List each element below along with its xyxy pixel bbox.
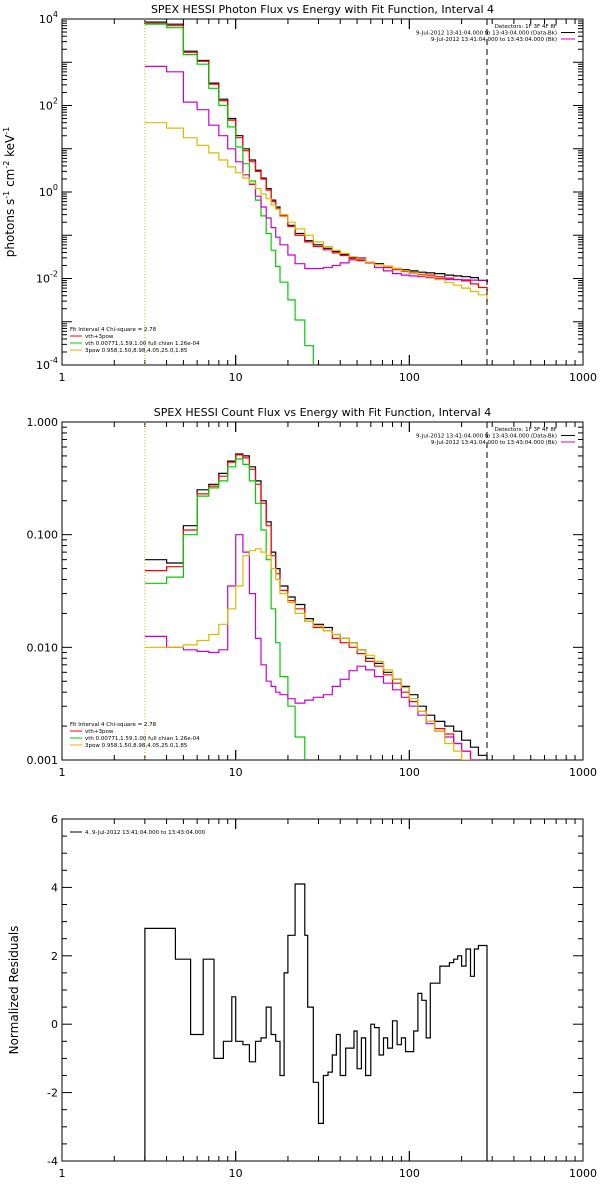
x-tick-label: 100 bbox=[399, 1167, 420, 1180]
y-tick-label: 102 bbox=[39, 97, 58, 113]
y-tick-base: 2 bbox=[51, 950, 58, 963]
legend-left-entry: vth+3pow bbox=[85, 729, 114, 735]
y-tick-exponent: 4 bbox=[53, 10, 58, 19]
x-tick-label: 1 bbox=[59, 371, 66, 384]
photon-series-line bbox=[145, 24, 488, 290]
y-axis-label-part: -2 bbox=[2, 161, 11, 169]
photon-series-line bbox=[145, 22, 488, 282]
spex-figure: SPEX HESSI Photon Flux vs Energy with Fi… bbox=[0, 0, 600, 1200]
y-tick-base: 0 bbox=[51, 1018, 58, 1031]
legend-left-entry: vth 0.00771,1.59,1.00 full chian 1.26e-0… bbox=[85, 736, 200, 742]
legend-left-entry: Fit Interval 4 Chi-square = 2.78 bbox=[70, 327, 157, 333]
y-tick-base: 10 bbox=[39, 13, 53, 26]
y-tick-label: 1.000 bbox=[27, 416, 59, 429]
y-axis-label-part: -1 bbox=[2, 191, 11, 199]
residuals-y-axis-label: Normalized Residuals bbox=[7, 926, 21, 1055]
y-tick-base: -4 bbox=[47, 1155, 58, 1168]
legend-left-entry: vth+3pow bbox=[85, 334, 114, 340]
photon-y-axis-label: photons s-1 cm-2 keV-1 bbox=[2, 127, 17, 258]
x-tick-label: 1000 bbox=[569, 371, 597, 384]
legend-right-entry: 9-Jul-2012 13:41:04.000 to 13:43:04.000 … bbox=[431, 37, 557, 43]
y-tick-label: 6 bbox=[51, 813, 58, 826]
legend-right-entry: 9-Jul-2012 13:41:04.000 to 13:43:04.000 … bbox=[431, 440, 557, 446]
y-tick-exponent: -2 bbox=[50, 270, 58, 279]
y-tick-label: 10-2 bbox=[36, 270, 58, 286]
y-tick-base: 1.000 bbox=[27, 416, 59, 429]
y-tick-label: 104 bbox=[39, 10, 58, 26]
y-tick-exponent: 0 bbox=[53, 183, 58, 192]
y-tick-label: 0 bbox=[51, 1018, 58, 1031]
legend-right-entry: 9-Jul-2012 13:41:04.000 to 13:43:04.000 … bbox=[416, 31, 557, 37]
x-tick-label: 1 bbox=[59, 1167, 66, 1180]
y-tick-base: 0.010 bbox=[27, 641, 59, 654]
x-tick-label: 100 bbox=[399, 766, 420, 779]
residuals-plot-frame bbox=[62, 819, 583, 1161]
x-tick-label: 1000 bbox=[569, 1167, 597, 1180]
count-title: SPEX HESSI Count Flux vs Energy with Fit… bbox=[154, 406, 491, 419]
legend-left-entry: 3pow 0.958,1.50,8.98,4.05,25.0,1.85 bbox=[85, 348, 188, 354]
count-series-line bbox=[145, 455, 488, 771]
y-axis-label-part: keV bbox=[3, 134, 17, 161]
y-tick-exponent: -4 bbox=[50, 356, 58, 365]
photon-series-line bbox=[145, 123, 488, 301]
y-tick-base: 4 bbox=[51, 881, 58, 894]
legend-left-entry: 3pow 0.958,1.50,8.98,4.05,25.0,1.85 bbox=[85, 743, 188, 749]
y-tick-base: -2 bbox=[47, 1087, 58, 1100]
y-tick-base: 10 bbox=[39, 186, 53, 199]
y-tick-base: 6 bbox=[51, 813, 58, 826]
legend-right-entry: Detectors: 1F 3F 4F 8F bbox=[495, 427, 557, 433]
y-tick-label: 10-4 bbox=[36, 356, 58, 372]
residuals-series-line bbox=[145, 884, 487, 1161]
residuals-panel: 1 10 100 1000 -4 -2 0 2 4 6 Normalized Residuals 4.… bbox=[7, 813, 597, 1180]
legend-left-entry: Fit Interval 4 Chi-square = 2.78 bbox=[70, 722, 157, 728]
x-tick-label: 1000 bbox=[569, 766, 597, 779]
count-panel: SPEX HESSI Count Flux vs Energy with Fit… bbox=[27, 406, 598, 805]
legend-left-entry: vth 0.00771,1.59,1.00 full chian 1.26e-0… bbox=[85, 341, 200, 347]
legend-left-entry: 4. 9-Jul-2012 13:41:04.000 to 13:43:04.0… bbox=[85, 830, 206, 836]
y-axis-label-part: -1 bbox=[2, 127, 11, 135]
photon-plot-frame bbox=[62, 19, 583, 365]
y-tick-base: 10 bbox=[36, 359, 50, 372]
y-tick-label: 0.010 bbox=[27, 641, 59, 654]
y-tick-label: 0.001 bbox=[27, 754, 59, 767]
y-tick-base: 10 bbox=[39, 100, 53, 113]
x-tick-label: 10 bbox=[229, 371, 243, 384]
y-tick-base: 10 bbox=[36, 273, 50, 286]
photon-series-line bbox=[145, 24, 333, 421]
legend-right-entry: Detectors: 1F 3F 4F 8F bbox=[495, 24, 557, 30]
y-tick-label: 4 bbox=[51, 881, 58, 894]
y-tick-base: 0.100 bbox=[27, 529, 59, 542]
x-tick-label: 1 bbox=[59, 766, 66, 779]
count-plot-frame bbox=[62, 422, 583, 760]
count-series-line bbox=[145, 549, 488, 785]
x-tick-label: 10 bbox=[229, 1167, 243, 1180]
y-axis-label-part: cm bbox=[3, 169, 17, 191]
photon-panel: SPEX HESSI Photon Flux vs Energy with Fi… bbox=[2, 3, 597, 421]
legend-right-entry: 9-Jul-2012 13:41:04.000 to 13:43:04.000 … bbox=[416, 434, 557, 440]
count-series-line bbox=[145, 459, 314, 805]
y-axis-label-part: photons s bbox=[3, 199, 17, 258]
y-tick-label: 2 bbox=[51, 950, 58, 963]
y-tick-label: -4 bbox=[47, 1155, 58, 1168]
photon-title: SPEX HESSI Photon Flux vs Energy with Fi… bbox=[151, 3, 494, 16]
y-tick-label: 0.100 bbox=[27, 529, 59, 542]
x-tick-label: 10 bbox=[229, 766, 243, 779]
y-tick-label: -2 bbox=[47, 1087, 58, 1100]
y-tick-label: 100 bbox=[39, 183, 58, 199]
count-series-line bbox=[145, 454, 488, 760]
photon-series-line bbox=[145, 66, 488, 280]
y-tick-base: 0.001 bbox=[27, 754, 59, 767]
x-tick-label: 100 bbox=[399, 371, 420, 384]
y-tick-exponent: 2 bbox=[53, 97, 58, 106]
